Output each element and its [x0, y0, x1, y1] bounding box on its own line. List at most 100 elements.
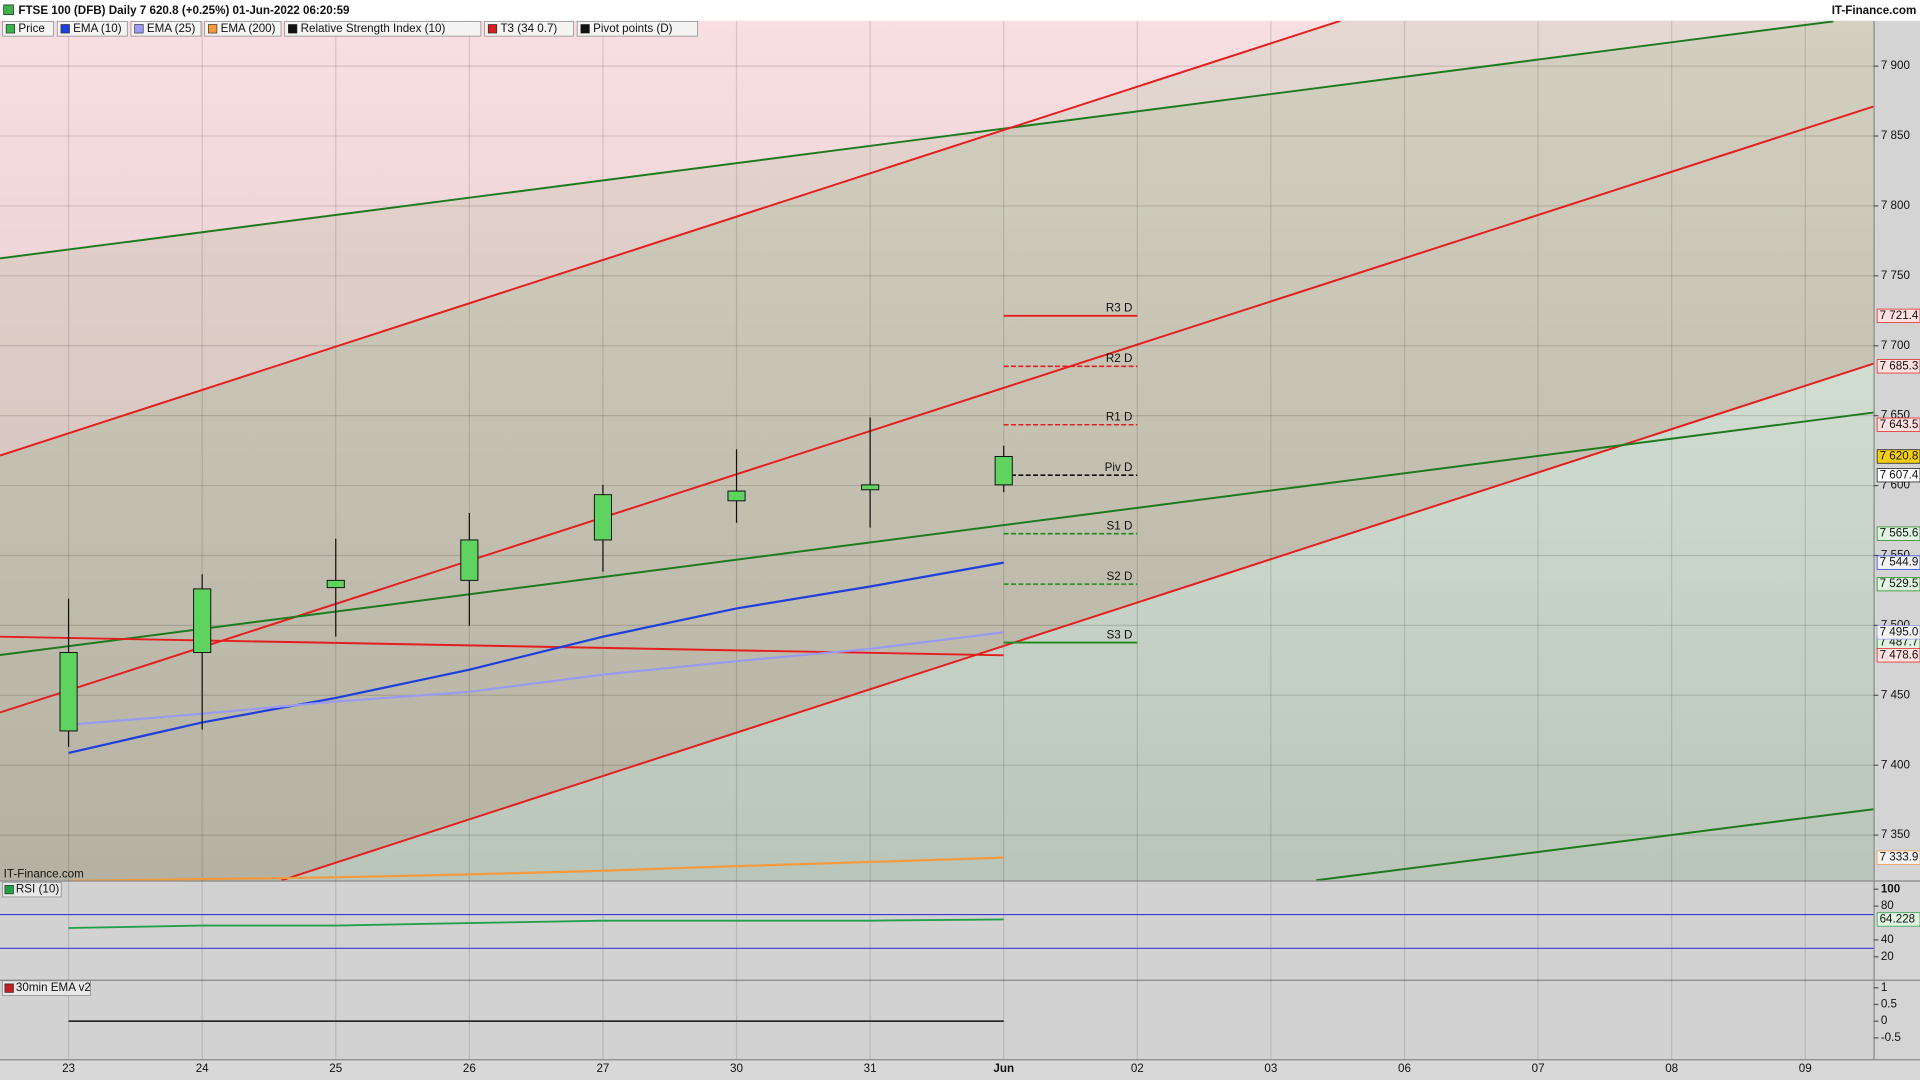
- pivot-label: S2 D: [1107, 570, 1133, 583]
- value-tag: [1876, 308, 1920, 323]
- legend-item: [130, 21, 202, 37]
- y-tick-label: 100: [1881, 882, 1900, 895]
- candle-body: [193, 588, 212, 653]
- x-tick-label: 27: [596, 1062, 609, 1075]
- legend-swatch: [134, 24, 144, 34]
- ema-line: [68, 856, 1004, 881]
- legend-item: [284, 21, 482, 37]
- x-tick-label: 03: [1264, 1062, 1277, 1075]
- y-tick-label: 7 350: [1881, 828, 1911, 841]
- value-tag-label: 7 529.5: [1880, 577, 1919, 590]
- value-tag: [1876, 468, 1920, 483]
- candle-body: [59, 652, 78, 732]
- candle-body: [593, 494, 612, 541]
- pivot-label: S3 D: [1107, 628, 1133, 641]
- pivot-label: Piv D: [1105, 461, 1133, 474]
- candle-body: [460, 539, 479, 581]
- y-tick-label: 0.5: [1881, 998, 1897, 1011]
- legend-swatch: [487, 24, 498, 34]
- y-tick-label: 7 750: [1881, 269, 1911, 282]
- x-tick-label: 02: [1131, 1062, 1144, 1075]
- value-tag-label: 7 495.0: [1880, 625, 1919, 638]
- ema-line: [68, 631, 1004, 726]
- shading: [0, 20, 1874, 881]
- y-tick-label: 7 700: [1881, 339, 1911, 352]
- legend-item: [576, 21, 699, 37]
- x-tick-label: 08: [1665, 1062, 1678, 1075]
- text-layer: FTSE 100 (DFB) Daily 7 620.8 (+0.25%) 01…: [2, 4, 1920, 1075]
- marks-layer: [0, 20, 1874, 1022]
- value-tag: [1876, 417, 1920, 432]
- value-tag-label: 7 607.4: [1880, 468, 1919, 481]
- value-tag: [1876, 850, 1920, 865]
- y-tick-label: 7 850: [1881, 129, 1911, 142]
- panel-label: 30min EMA v2: [16, 981, 91, 994]
- legend-swatch: [208, 24, 218, 34]
- value-tag-label: 7 643.5: [1880, 418, 1919, 431]
- value-tag-label: 7 620.8: [1880, 450, 1919, 463]
- y-tick-label: -0.5: [1881, 1031, 1901, 1044]
- value-tag-label: 7 333.9: [1880, 851, 1919, 864]
- panel-swatch: [4, 885, 14, 895]
- legend-item: [484, 21, 574, 37]
- x-tick-label: 31: [864, 1062, 877, 1075]
- value-tag: [1876, 648, 1920, 663]
- pivot-label: R1 D: [1106, 410, 1133, 423]
- value-tag-label: 7 565.6: [1880, 527, 1919, 540]
- value-tag: [1876, 526, 1920, 541]
- pivot-label: S1 D: [1107, 519, 1133, 532]
- trend-line: [0, 20, 1834, 260]
- y-tick-label: 7 900: [1881, 59, 1911, 72]
- y-tick-label: 0: [1881, 1014, 1888, 1027]
- shading: [0, 20, 1874, 456]
- pivot-label: R3 D: [1106, 302, 1133, 315]
- legend-label: Price: [18, 22, 45, 35]
- candle-body: [326, 579, 345, 589]
- ema-line: [68, 561, 1004, 754]
- legend-label: Relative Strength Index (10): [301, 22, 446, 35]
- date-axis: [0, 1059, 1920, 1080]
- legend-label: Pivot points (D): [593, 22, 673, 35]
- value-tag: [1876, 625, 1920, 640]
- trend-line: [0, 20, 1341, 457]
- value-tag: [1876, 359, 1920, 374]
- trend-line: [1316, 808, 1874, 881]
- legend-label: T3 (34 0.7): [500, 22, 557, 35]
- panel-label: RSI (10): [16, 883, 59, 896]
- brand: IT-Finance.com: [1832, 4, 1917, 17]
- watermark: IT-Finance.com: [4, 867, 84, 880]
- x-tick-label: 06: [1398, 1062, 1411, 1075]
- shading: [0, 20, 1874, 881]
- legend-label: EMA (200): [221, 22, 276, 35]
- y-tick-label: 7 400: [1881, 758, 1911, 771]
- main-panel: [0, 20, 1874, 881]
- rsi-line: [68, 918, 1004, 929]
- legend-swatch: [580, 24, 590, 34]
- shading-layer: [0, 20, 1874, 881]
- ema-panel: [0, 980, 1874, 1060]
- candle-body: [861, 484, 880, 491]
- legend-swatch: [5, 24, 15, 34]
- legend-swatch: [288, 24, 298, 34]
- candle-body: [994, 455, 1013, 486]
- candle-body: [727, 490, 746, 502]
- x-tick-label: 30: [730, 1062, 743, 1075]
- x-tick-label: 25: [329, 1062, 342, 1075]
- x-tick-label: 26: [463, 1062, 476, 1075]
- panel-swatch: [4, 983, 14, 993]
- value-tag-label: 7 478.6: [1880, 648, 1919, 661]
- y-tick-label: 80: [1881, 899, 1894, 912]
- x-tick-label: 07: [1532, 1062, 1545, 1075]
- top-bar: [0, 0, 1920, 21]
- panel-label-box: [2, 980, 91, 996]
- x-tick-label: 09: [1799, 1062, 1812, 1075]
- value-tag-label: 64.228: [1880, 913, 1916, 926]
- y-tick-label: 20: [1881, 950, 1894, 963]
- pivot-label: R2 D: [1106, 352, 1133, 365]
- y-tick-label: 1: [1881, 981, 1887, 994]
- legend-item: [56, 21, 128, 37]
- trend-line: [0, 105, 1874, 714]
- rsi-panel: [0, 881, 1874, 980]
- value-tag: [1876, 912, 1920, 927]
